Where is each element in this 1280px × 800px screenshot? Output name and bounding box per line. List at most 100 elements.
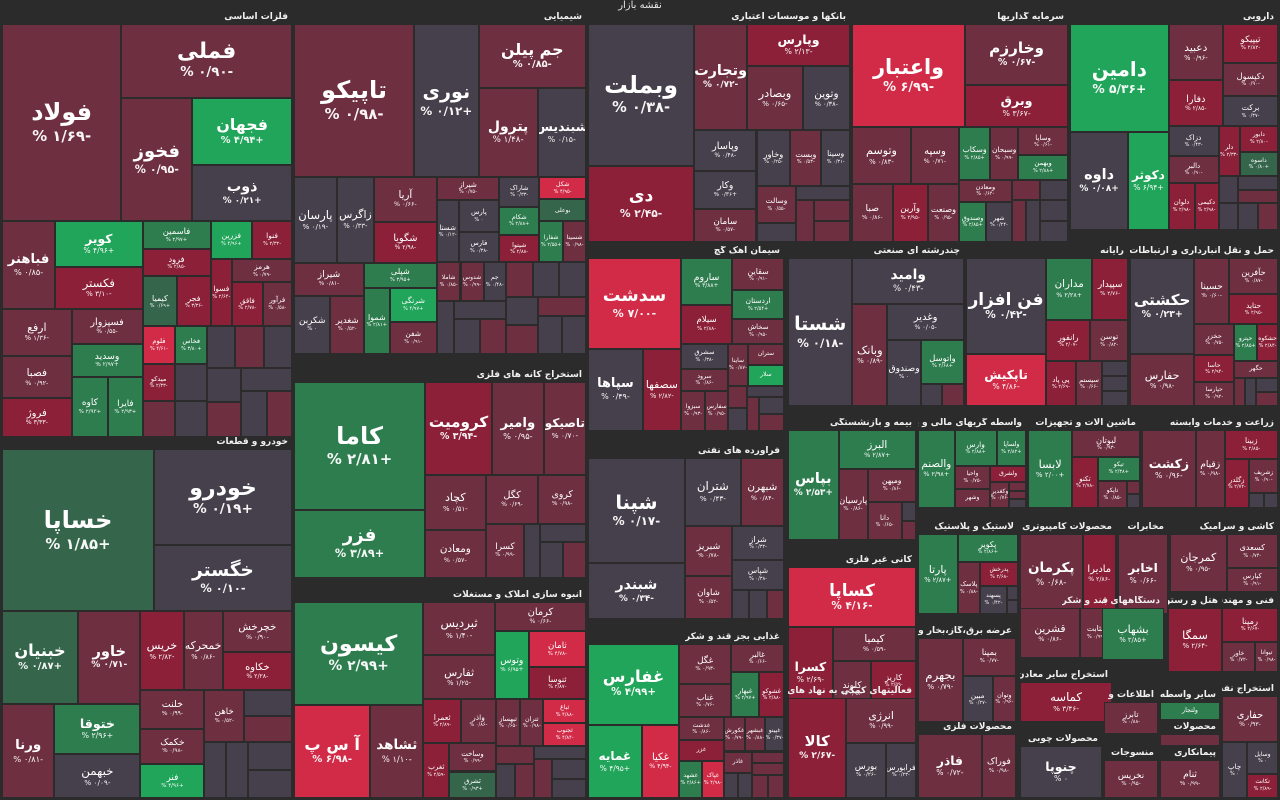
stock-cell[interactable]: غفارس +۴/۹۹ %: [588, 644, 680, 725]
stock-cell[interactable]: ورنا -۰/۸۱ %: [2, 704, 55, 798]
stock-cell[interactable]: شفن -۰/۹۱ %: [389, 321, 437, 354]
stock-cell[interactable]: غدشت -۰/۸۶ %: [679, 717, 724, 741]
stock-cell-unlabeled[interactable]: [1127, 494, 1140, 508]
stock-cell-unlabeled[interactable]: [241, 367, 292, 391]
stock-cell[interactable]: سیستم -۰/۶۶ %: [1075, 361, 1103, 406]
stock-cell[interactable]: حخزر -۰/۷۵ %: [1194, 324, 1235, 356]
stock-cell[interactable]: وپاسار -۰/۴۸ %: [694, 129, 757, 172]
stock-cell-unlabeled[interactable]: [1263, 493, 1278, 508]
stock-cell[interactable]: شیتوا -۲/۸۸ %: [499, 234, 540, 263]
stock-cell-unlabeled[interactable]: [1218, 203, 1239, 230]
stock-cell[interactable]: دزاک -۰/۴۳ %: [1168, 126, 1219, 156]
stock-cell[interactable]: غشهد +۲/۸۶ %: [679, 761, 703, 798]
stock-cell-unlabeled[interactable]: [749, 589, 767, 619]
stock-cell[interactable]: پکویر +۲/۸۶ %: [957, 534, 1018, 563]
stock-cell[interactable]: شاراک -۰/۳۳ %: [499, 176, 540, 207]
stock-cell[interactable]: کاما +۲/۸۱ %: [294, 382, 426, 510]
stock-cell[interactable]: غکیا -۴/۹۴ %: [641, 724, 680, 798]
stock-cell[interactable]: ساینا -۰/۸۷ %: [727, 343, 748, 386]
stock-cell[interactable]: چنوپا ۰ %: [1020, 746, 1102, 798]
stock-cell[interactable]: وصنعت -۰/۹۵ %: [927, 184, 960, 242]
stock-cell-unlabeled[interactable]: [207, 367, 242, 403]
stock-cell-unlabeled[interactable]: [1102, 361, 1128, 376]
stock-cell-unlabeled[interactable]: [248, 769, 292, 798]
stock-cell-unlabeled[interactable]: [561, 315, 586, 354]
stock-cell[interactable]: غمایه +۴/۹۵ %: [588, 724, 642, 798]
stock-cell[interactable]: نوری +۰/۱۲ %: [414, 24, 479, 177]
stock-cell-unlabeled[interactable]: [732, 589, 750, 619]
stock-cell[interactable]: تاپکیش -۴/۸۶ %: [966, 354, 1047, 406]
stock-cell[interactable]: فصبا -۰/۹۲ %: [2, 355, 72, 398]
stock-cell[interactable]: خلنت -۰/۹۹ %: [140, 690, 205, 729]
stock-cell[interactable]: فجر -۳/۳۶ %: [177, 276, 211, 327]
stock-cell-unlabeled[interactable]: [532, 262, 560, 297]
stock-cell[interactable]: دی -۲/۴۵ %: [588, 165, 695, 242]
stock-cell-unlabeled[interactable]: [524, 523, 540, 578]
stock-cell[interactable]: دامین +۵/۳۶ %: [1070, 24, 1169, 132]
stock-cell[interactable]: شیراز -۰/۸۱ %: [294, 262, 364, 296]
stock-cell[interactable]: وتوان -۰/۹۶ %: [992, 675, 1016, 722]
stock-cell[interactable]: پدرخش -۲/۶۸ %: [980, 562, 1018, 586]
stock-cell[interactable]: فسپزوار -۰/۵۵ %: [71, 308, 143, 345]
stock-cell-unlabeled[interactable]: [942, 383, 964, 406]
stock-cell[interactable]: کروی -۰/۹۸ %: [538, 474, 586, 524]
stock-cell-unlabeled[interactable]: [746, 397, 760, 431]
stock-cell[interactable]: سصفها -۲/۸۲ %: [642, 348, 681, 431]
stock-cell[interactable]: [1160, 734, 1220, 746]
stock-cell[interactable]: خکاوه -۲/۲۸ %: [222, 652, 292, 691]
stock-cell-unlabeled[interactable]: [1006, 586, 1018, 600]
stock-cell[interactable]: زکشت -۰/۹۶ %: [1142, 430, 1196, 508]
stock-cell[interactable]: وپارس -۲/۱۳ %: [747, 24, 850, 67]
stock-cell[interactable]: تاصیکو -۰/۷۰ %: [543, 382, 586, 475]
stock-cell[interactable]: ولتجار: [1160, 702, 1220, 720]
stock-cell-unlabeled[interactable]: [1238, 203, 1259, 230]
stock-cell[interactable]: شیراز -۰/۷۵ %: [436, 176, 500, 200]
stock-cell[interactable]: خمحرکه -۰/۸۶ %: [183, 611, 223, 691]
stock-cell[interactable]: سقاین -۰/۹۱ %: [732, 258, 784, 291]
stock-cell-unlabeled[interactable]: [759, 414, 784, 431]
stock-cell-unlabeled[interactable]: [768, 774, 784, 798]
stock-cell[interactable]: غگل -۰/۹۳ %: [679, 644, 732, 685]
stock-cell[interactable]: بجهرم -۰/۷۹ %: [918, 638, 963, 722]
stock-cell-unlabeled[interactable]: [1009, 490, 1026, 500]
stock-cell[interactable]: سبزوا -۰/۹۳ %: [680, 391, 706, 431]
stock-cell[interactable]: شراز -۰/۳۲ %: [732, 525, 784, 560]
stock-cell[interactable]: حکشتی +۰/۲۳ %: [1130, 258, 1195, 355]
stock-cell[interactable]: حفاری -۰/۹۳ %: [1222, 696, 1278, 743]
stock-cell-unlabeled[interactable]: [174, 364, 208, 401]
stock-cell[interactable]: غبهار +۲/۹۷ %: [731, 671, 760, 718]
stock-cell[interactable]: غالبر -۰/۶۶ %: [731, 644, 784, 672]
stock-cell[interactable]: فولاد -۱/۶۹ %: [2, 24, 122, 221]
stock-cell[interactable]: دانا -۰/۶۵ %: [867, 501, 902, 540]
stock-cell[interactable]: ختوقا +۲/۹۶ %: [54, 704, 141, 754]
stock-cell[interactable]: فنوا -۲/۳۲ %: [252, 220, 292, 259]
stock-cell-unlabeled[interactable]: [207, 326, 236, 368]
stock-cell[interactable]: وسپه -۰/۷۱ %: [910, 127, 960, 185]
stock-cell[interactable]: کپارس -۰/۹۱ %: [1226, 568, 1278, 592]
stock-cell[interactable]: پسهند -۰/۴۲ %: [980, 586, 1007, 614]
stock-cell[interactable]: فنر +۴/۹۶ %: [140, 764, 205, 798]
stock-cell[interactable]: کیمیا -۰/۵۹ %: [832, 626, 916, 661]
stock-cell[interactable]: پارسان -۰/۱۹ %: [294, 176, 337, 263]
stock-cell[interactable]: خبهمن -۰/۰۹ %: [54, 753, 141, 798]
stock-cell[interactable]: شدوس -۰/۹۹ %: [460, 262, 484, 301]
stock-cell-unlabeled[interactable]: [752, 763, 784, 775]
stock-cell[interactable]: ثبردیس -۱/۴۰ %: [423, 602, 495, 656]
stock-cell[interactable]: فخوز -۰/۹۵ %: [121, 97, 193, 221]
stock-cell[interactable]: دابور -۲/۸۰ %: [1239, 126, 1278, 152]
stock-cell[interactable]: پترول -۱/۴۸ %: [478, 87, 538, 177]
stock-cell-unlabeled[interactable]: [248, 741, 292, 770]
stock-cell-unlabeled[interactable]: [1218, 176, 1239, 204]
stock-cell[interactable]: حپارسا -۰/۹۲ %: [1194, 382, 1235, 406]
stock-cell[interactable]: واحیا -۰/۷۵ %: [954, 466, 991, 490]
stock-cell[interactable]: وساپا -۰/۶۱ %: [1018, 127, 1068, 155]
stock-cell-unlabeled[interactable]: [1006, 600, 1018, 614]
stock-cell-unlabeled[interactable]: [539, 523, 586, 542]
stock-cell[interactable]: فاسمین +۲/۹۷ %: [142, 220, 211, 250]
stock-cell[interactable]: ثتران -۰/۹۸ %: [520, 698, 544, 747]
stock-cell[interactable]: ثغرب -۲/۵۹ %: [423, 743, 450, 798]
stock-cell[interactable]: کویر +۴/۹۶ %: [55, 220, 143, 268]
stock-cell[interactable]: غاذر: [723, 751, 753, 773]
stock-cell[interactable]: زگلدر -۲/۷۲ %: [1224, 459, 1250, 508]
stock-cell-unlabeled[interactable]: [901, 501, 916, 521]
